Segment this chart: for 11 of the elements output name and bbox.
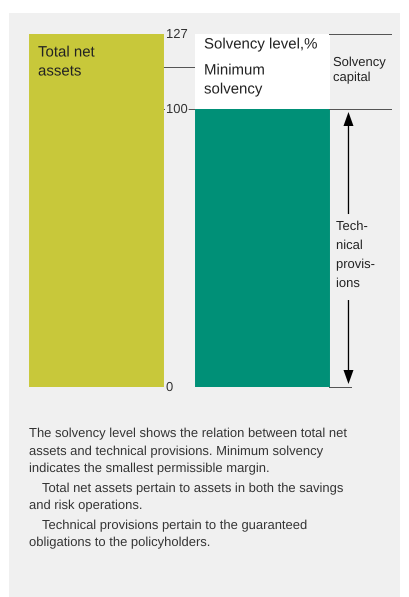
annotation: Solvency capital: [332, 54, 386, 84]
annotation: Solvency level,%: [204, 36, 318, 53]
annotation: Tech-nical provis-ions: [336, 218, 375, 290]
text: The solvency level shows the relation between total net assets and technical provisions. Minimum solvency indicates the smallest permissible margin.: [29, 424, 348, 476]
y-tick-label: 100: [166, 101, 188, 116]
annotation: Minimum solvency: [204, 62, 265, 98]
series-label: Total net assets: [38, 44, 96, 80]
text: Technical provisions pertain to the guaranteed obligations to the policyholders.: [29, 516, 308, 550]
y-tick-label: 127: [166, 26, 188, 42]
y-tick-label: 0: [166, 379, 174, 394]
text: Total net assets pertain to assets in both the savings and risk operations.: [29, 478, 344, 514]
